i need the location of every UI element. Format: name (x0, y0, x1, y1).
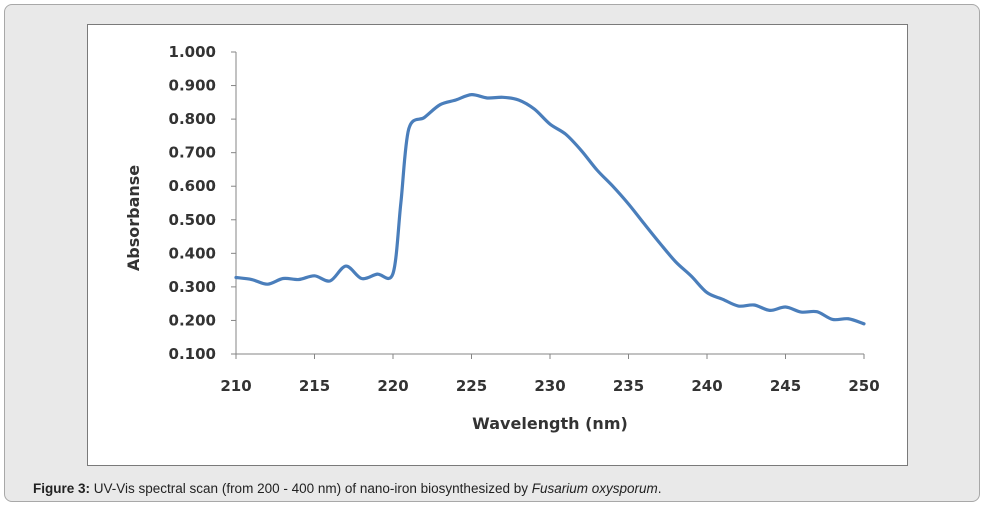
data-point (690, 275, 692, 277)
data-point (298, 278, 300, 280)
data-point (753, 304, 755, 306)
data-point (674, 261, 676, 263)
y-tick-label: 0.500 (169, 211, 216, 229)
data-point (784, 306, 786, 308)
data-point (737, 305, 739, 307)
data-point (769, 309, 771, 311)
data-point (627, 203, 629, 205)
data-point (565, 133, 567, 135)
x-axis-title: Wavelength (nm) (472, 414, 628, 433)
x-tick-label: 245 (770, 377, 801, 395)
chart-series (234, 93, 866, 326)
data-point (533, 108, 535, 110)
data-point (470, 93, 472, 95)
data-point (596, 169, 598, 171)
data-point (329, 280, 331, 282)
data-point (251, 278, 253, 280)
caption-text: UV-Vis spectral scan (from 200 - 400 nm)… (90, 481, 532, 496)
data-point (847, 318, 849, 320)
data-point (392, 272, 394, 274)
data-point (612, 185, 614, 187)
data-point (800, 311, 802, 313)
data-point (282, 277, 284, 279)
chart-frame: 0.100 0.200 0.300 0.400 0.500 0.600 0.700 0.800… (87, 24, 908, 466)
y-tick-label: 0.200 (169, 311, 216, 329)
data-point (439, 103, 441, 105)
data-point (376, 273, 378, 275)
data-point (643, 223, 645, 225)
x-tick-label: 210 (220, 377, 251, 395)
y-tick-label: 0.600 (169, 177, 216, 195)
x-tick-label: 230 (534, 377, 565, 395)
y-tick-label: 0.700 (169, 144, 216, 162)
caption-label: Figure 3: (33, 481, 91, 496)
y-tick-label: 0.900 (169, 77, 216, 95)
series-line-0 (234, 93, 866, 326)
data-point (360, 277, 362, 279)
data-point (423, 116, 425, 118)
data-point (313, 275, 315, 277)
data-point (455, 99, 457, 101)
figure-panel: 0.100 0.200 0.300 0.400 0.500 0.600 0.700 0.800… (4, 4, 980, 502)
data-point (863, 323, 865, 325)
data-point (345, 265, 347, 267)
x-tick-label: 240 (691, 377, 722, 395)
data-point (486, 97, 488, 99)
x-tick-label: 225 (456, 377, 487, 395)
x-tick-label: 215 (299, 377, 330, 395)
caption-species: Fusarium oxysporum (531, 481, 658, 496)
figure-caption: Figure 3: UV-Vis spectral scan (from 200… (33, 481, 662, 496)
data-point (816, 311, 818, 313)
chart-labels: 0.100 0.200 0.300 0.400 0.500 0.600 0.700 0.800… (124, 43, 880, 433)
data-point (722, 298, 724, 300)
y-tick-label: 0.400 (169, 244, 216, 262)
absorbance-chart: 0.100 0.200 0.300 0.400 0.500 0.600 0.700 0.800… (124, 43, 880, 433)
x-tick-label: 235 (613, 377, 644, 395)
y-tick-label: 0.100 (169, 345, 216, 363)
chart-axes (231, 51, 865, 359)
data-point (831, 318, 833, 320)
data-point (266, 283, 268, 285)
y-tick-label: 0.300 (169, 278, 216, 296)
data-point (502, 96, 504, 98)
data-point (706, 291, 708, 293)
data-point (580, 149, 582, 151)
x-tick-label: 250 (848, 377, 879, 395)
caption-end: . (657, 481, 662, 496)
y-tick-label: 0.800 (169, 110, 216, 128)
y-axis-title: Absorbanse (124, 165, 143, 271)
data-point (517, 99, 519, 101)
data-point (400, 202, 402, 204)
y-tick-label: 1.000 (169, 43, 216, 61)
data-point (235, 276, 237, 278)
data-point (408, 128, 410, 130)
data-point (659, 242, 661, 244)
data-point (549, 123, 551, 125)
x-tick-label: 220 (377, 377, 408, 395)
